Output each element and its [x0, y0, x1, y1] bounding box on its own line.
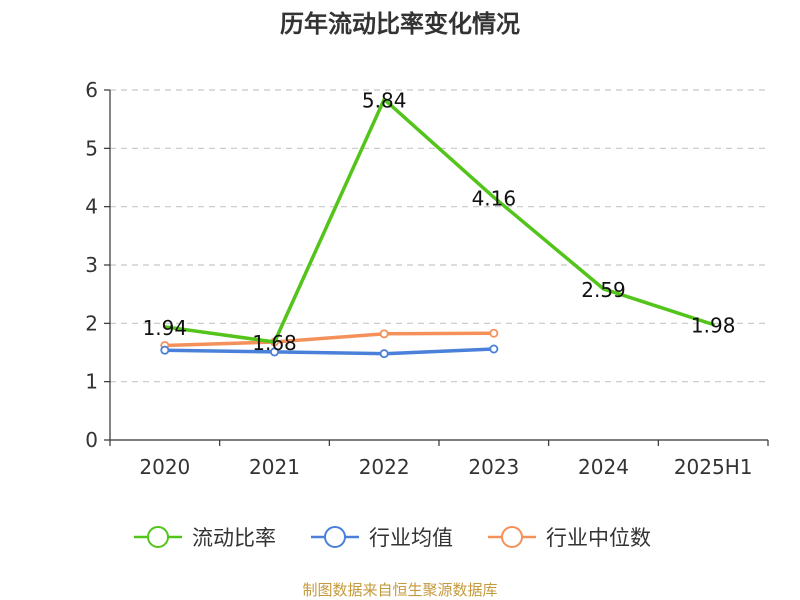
source-note: 制图数据来自恒生聚源数据库: [302, 581, 497, 599]
data-point: [489, 328, 499, 338]
grid-lines: [110, 89, 768, 383]
y-tick-label: 0: [85, 428, 98, 452]
data-point: [160, 345, 170, 355]
data-label: 1.68: [252, 331, 297, 355]
legend-marker: [324, 526, 346, 548]
series-line: [163, 331, 496, 348]
y-tick-label: 2: [85, 311, 98, 335]
series-lines: [160, 97, 715, 359]
series-line: [163, 97, 715, 344]
y-tick-label: 1: [85, 370, 98, 394]
x-tick-label: 2024: [578, 455, 629, 479]
legend-label: 流动比率: [192, 526, 276, 550]
data-label: 2.59: [581, 278, 626, 302]
y-tick-label: 3: [85, 253, 98, 277]
data-label: 4.16: [472, 186, 517, 210]
x-tick-label: 2020: [139, 455, 190, 479]
legend-label: 行业均值: [369, 526, 453, 550]
legend-label: 行业中位数: [546, 526, 651, 550]
data-labels: 1.94 1.68 5.84 4.16 2.59 1.98: [143, 88, 736, 355]
x-tick-label: 2023: [468, 455, 519, 479]
data-label: 1.94: [143, 316, 188, 340]
chart-title: 历年流动比率变化情况: [280, 10, 520, 38]
x-tick-label: 2022: [359, 455, 410, 479]
axes: 0 1 2 3 4 5 6 2020 2021 2022 2023 2024 2025H1: [85, 78, 769, 479]
data-point: [379, 349, 389, 359]
data-label: 5.84: [362, 88, 407, 112]
data-label: 1.98: [691, 314, 736, 338]
legend: 流动比率 行业均值 行业中位数: [134, 526, 651, 550]
data-point: [489, 344, 499, 354]
data-point: [379, 329, 389, 339]
legend-marker: [501, 526, 523, 548]
y-tick-label: 6: [85, 78, 98, 102]
data-point: [269, 347, 279, 357]
legend-marker: [147, 526, 169, 548]
x-tick-label: 2021: [249, 455, 300, 479]
x-tick-label: 2025H1: [674, 455, 753, 479]
series-line: [163, 347, 496, 356]
y-tick-label: 5: [85, 136, 98, 160]
y-tick-label: 4: [85, 195, 98, 219]
